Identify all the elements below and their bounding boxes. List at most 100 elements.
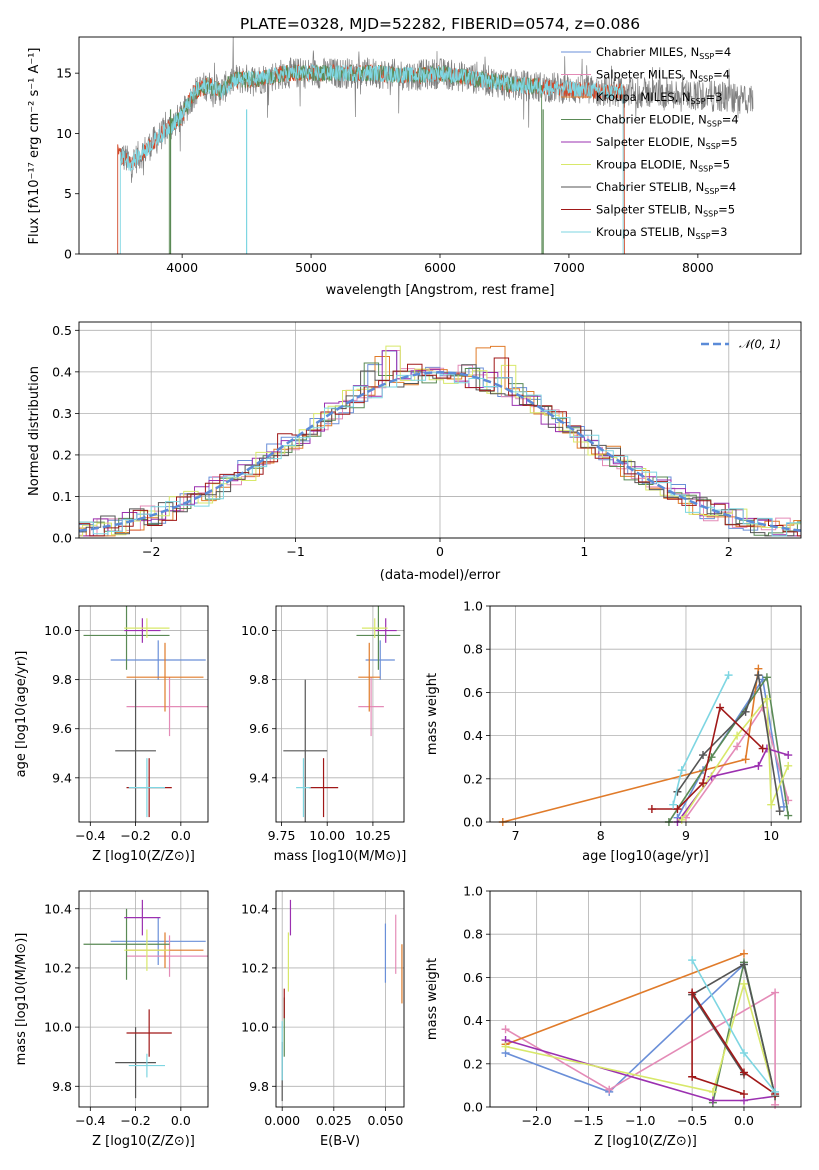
axes-frame [489, 605, 802, 823]
x-tick-label: −1 [286, 544, 304, 559]
y-axis-label: age [log10(age/yr)] [14, 651, 29, 778]
x-tick-label: 0.0 [734, 1113, 754, 1128]
y-tick-label: 0.5 [52, 323, 72, 338]
age-vs-mass-panel: 9.75 10.00 10.25 9.4 9.6 9.8 10.0 mass [log10(M… [241, 605, 406, 864]
weight-marker [739, 979, 748, 988]
legend-count: =3 [711, 225, 728, 239]
y-tick-label: 9.8 [52, 672, 72, 687]
weight-lines [498, 664, 793, 826]
legend-label: Kroupa STELIB, NSSP=3 [596, 225, 727, 241]
y-tick-label: 0 [64, 247, 72, 262]
weight-marker [775, 807, 784, 816]
weight-marker [784, 811, 793, 820]
weight-line-kroupa-miles [505, 952, 745, 1046]
legend-subscript: SSP [699, 52, 714, 61]
axes-frame [489, 890, 802, 1108]
y-tick-label: 9.8 [52, 1079, 72, 1094]
x-tick-label: 7000 [553, 260, 585, 275]
legend-subscript: SSP [691, 97, 706, 106]
weight-marker [677, 815, 686, 824]
axes-frame [78, 605, 209, 823]
weight-marker [677, 766, 686, 775]
weight-marker [647, 805, 656, 814]
y-tick-label: 9.8 [249, 1079, 269, 1094]
x-tick-label: 0.050 [368, 1113, 404, 1128]
x-tick-label: 10.25 [355, 828, 391, 843]
x-tick-label: −0.4 [75, 1113, 105, 1128]
y-tick-label: 0.6 [463, 970, 483, 985]
weight-marker [688, 1072, 697, 1081]
y-tick-label: 9.4 [52, 770, 72, 785]
legend-count: =5 [713, 158, 730, 172]
legend-count: =4 [719, 180, 736, 194]
error-bars [281, 899, 403, 1102]
weight-line-kroupa-stelib [691, 959, 776, 1093]
weight-marker [708, 1087, 717, 1096]
y-tick-label: 10.4 [44, 901, 72, 916]
weight-marker [739, 1068, 748, 1077]
x-tick-label: 5000 [295, 260, 327, 275]
legend-subscript: SSP [707, 120, 722, 129]
y-tick-label: 0.6 [463, 685, 483, 700]
y-tick-label: 9.4 [249, 770, 269, 785]
weight-marker [688, 988, 697, 997]
legend-label: Chabrier STELIB, NSSP=4 [596, 180, 736, 196]
spectrum-ylabel: Flux [fλ10⁻¹⁷ erg cm⁻² s⁻¹ A⁻¹] [27, 48, 42, 245]
x-axis-label: Z [log10(Z/Z⊙)] [594, 1134, 697, 1149]
weight-marker [754, 671, 763, 680]
weight-marker [758, 744, 767, 753]
y-tick-label: 10.2 [241, 960, 269, 975]
x-axis-label: Z [log10(Z/Z⊙)] [92, 849, 195, 864]
y-tick-label: 0.2 [463, 771, 483, 786]
x-tick-label: 0.0 [171, 1113, 191, 1128]
mass-vs-extinction-panel: 0.000 0.025 0.050 9.8 10.0 10.2 10.4 E(B-V) [241, 890, 405, 1149]
legend-subscript: SSP [703, 210, 718, 219]
weight-marker [754, 761, 763, 770]
x-tick-label: 0.0 [171, 828, 191, 843]
weight-marker [741, 707, 750, 716]
weight-line-salpeter-elodie [505, 1039, 776, 1102]
legend-count: =3 [706, 90, 723, 104]
weight-vs-age-panel: 7 8 9 10 0.0 0.2 0.4 0.6 0.8 1.0 age [log10(age/yr… [425, 599, 802, 864]
x-tick-label: 9.75 [268, 828, 296, 843]
y-tick-label: 0.4 [463, 1013, 483, 1028]
y-tick-label: 9.8 [249, 672, 269, 687]
weight-marker [741, 755, 750, 764]
x-tick-label: 0 [436, 544, 444, 559]
legend-count: =5 [718, 203, 735, 217]
residuals-ylabel: Normed distribution [27, 366, 42, 496]
y-tick-label: 9.6 [52, 721, 72, 736]
axes-frame [78, 890, 209, 1108]
y-tick-label: 0.0 [463, 815, 483, 830]
weight-line-kroupa-elodie [505, 980, 776, 1097]
x-tick-label: 8000 [682, 260, 714, 275]
spectrum-title: PLATE=0328, MJD=52282, FIBERID=0574, z=0… [240, 15, 640, 33]
y-tick-label: 1.0 [463, 599, 483, 614]
normal-curve [79, 371, 801, 532]
legend-count: =4 [722, 113, 739, 127]
y-tick-label: 9.6 [249, 721, 269, 736]
weight-line-chabrier-stelib [690, 963, 776, 1097]
weight-marker [501, 1025, 510, 1034]
x-tick-label: 1 [580, 544, 588, 559]
y-tick-label: 0.0 [463, 1100, 483, 1115]
error-bars [83, 899, 208, 1099]
legend-label: Salpeter STELIB, NSSP=5 [596, 203, 735, 219]
y-tick-label: 0.0 [52, 531, 72, 546]
residuals-xlabel: (data-model)/error [380, 568, 501, 583]
axes-frame [78, 36, 802, 255]
legend-subscript: SSP [704, 187, 719, 196]
x-tick-label: 7 [512, 828, 520, 843]
x-tick-label: 6000 [424, 260, 456, 275]
y-tick-label: 5 [64, 186, 72, 201]
axes-frame [78, 321, 802, 539]
x-tick-label: 0.025 [316, 1113, 352, 1128]
x-tick-label: −2 [142, 544, 160, 559]
weight-marker [605, 1085, 614, 1094]
x-tick-label: 9 [682, 828, 690, 843]
histograms [79, 345, 801, 537]
weight-vs-metallicity-panel: −2.0 −1.5 −1.0 −0.5 0.0 0.0 0.2 0.4 0.6 0.8 1.0 Z [… [425, 884, 802, 1149]
weight-marker [733, 742, 742, 751]
weight-marker [716, 703, 725, 712]
